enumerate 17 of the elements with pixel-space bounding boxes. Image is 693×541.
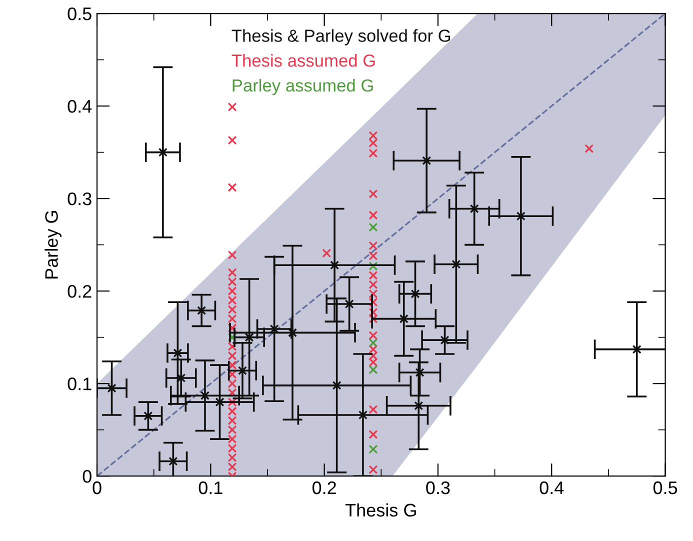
x-tick-label: 0.5 — [653, 481, 678, 494]
text: Parley assumed G — [232, 78, 373, 96]
y-tick-label: 0.2 — [68, 284, 92, 298]
y-tick-label: 0.4 — [68, 100, 92, 113]
y-axis-title: Parley G — [44, 211, 62, 278]
x-tick-label: 0.4 — [540, 481, 564, 494]
y-tick-label: 0.5 — [68, 7, 92, 20]
x-tick-label: 0 — [92, 481, 102, 494]
text: Thesis assumed G — [232, 54, 375, 67]
x-tick-label: 0.1 — [198, 481, 222, 494]
text: Thesis & Parley solved for G — [232, 29, 450, 46]
y-tick-label: 0.3 — [68, 192, 92, 206]
y-tick-label: 0 — [82, 470, 92, 483]
x-tick-label: 0.3 — [426, 481, 450, 494]
x-axis-title: Thesis G — [345, 503, 416, 517]
y-tick-label: 0.1 — [68, 378, 92, 390]
x-tick-label: 0.2 — [312, 481, 336, 494]
